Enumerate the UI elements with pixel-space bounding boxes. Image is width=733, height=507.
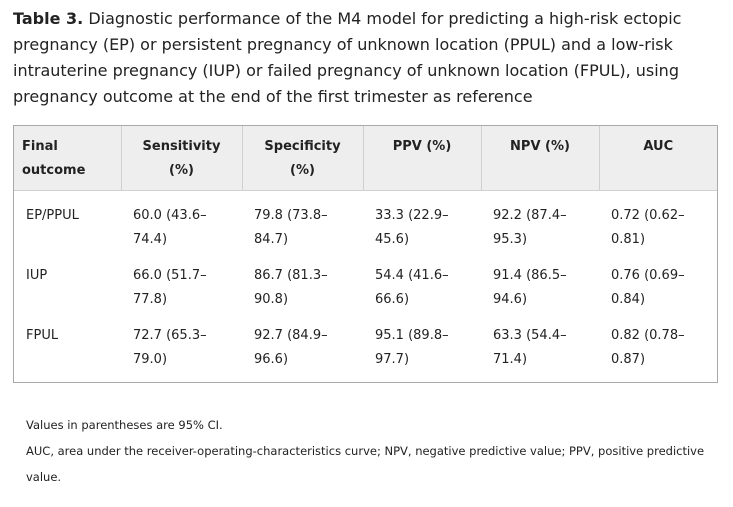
table-row: IUP 66.0 (51.7–77.8) 86.7 (81.3–90.8) 54… — [14, 252, 717, 312]
cell-npv: 91.4 (86.5–94.6) — [493, 267, 567, 307]
table-header: Final outcome Sensitivity (%) Specificit… — [14, 126, 717, 191]
table-container: Final outcome Sensitivity (%) Specificit… — [13, 125, 718, 383]
cell-auc: 0.82 (0.78–0.87) — [611, 327, 685, 367]
table-footnotes: Values in parentheses are 95% CI. AUC, a… — [26, 412, 716, 490]
table-caption: Table 3. Diagnostic performance of the M… — [13, 6, 725, 110]
cell-npv: 92.2 (87.4–95.3) — [493, 207, 567, 247]
footnote-ci: Values in parentheses are 95% CI. — [26, 418, 223, 432]
cell-ppv: 95.1 (89.8–97.7) — [375, 327, 449, 367]
header-auc: AUC — [598, 126, 717, 191]
row-outcome: EP/PPUL — [26, 207, 79, 223]
cell-specificity: 92.7 (84.9–96.6) — [254, 327, 328, 367]
cell-ppv: 33.3 (22.9–45.6) — [375, 207, 449, 247]
table-row: EP/PPUL 60.0 (43.6–74.4) 79.8 (73.8–84.7… — [14, 190, 717, 252]
header-ppv: PPV (%) — [362, 126, 481, 191]
table-header-row: Final outcome Sensitivity (%) Specificit… — [14, 126, 717, 191]
footnote-abbreviations: AUC, area under the receiver-operating-c… — [26, 444, 705, 484]
row-outcome: IUP — [26, 267, 48, 283]
header-final-outcome: Final outcome — [14, 126, 121, 191]
header-specificity: Specificity (%) — [241, 126, 363, 191]
cell-auc: 0.72 (0.62–0.81) — [611, 207, 685, 247]
table-body: EP/PPUL 60.0 (43.6–74.4) 79.8 (73.8–84.7… — [14, 190, 717, 372]
cell-specificity: 79.8 (73.8–84.7) — [254, 207, 328, 247]
header-sensitivity: Sensitivity (%) — [120, 126, 242, 191]
cell-auc: 0.76 (0.69–0.84) — [611, 267, 685, 307]
table-caption-label: Table 3. — [13, 9, 84, 28]
cell-npv: 63.3 (54.4–71.4) — [493, 327, 567, 367]
table-row: FPUL 72.7 (65.3–79.0) 92.7 (84.9–96.6) 9… — [14, 312, 717, 372]
cell-sensitivity: 72.7 (65.3–79.0) — [133, 327, 207, 367]
diagnostic-performance-table: Final outcome Sensitivity (%) Specificit… — [14, 126, 717, 372]
cell-sensitivity: 66.0 (51.7–77.8) — [133, 267, 207, 307]
header-npv: NPV (%) — [480, 126, 599, 191]
row-outcome: FPUL — [26, 327, 59, 343]
cell-sensitivity: 60.0 (43.6–74.4) — [133, 207, 207, 247]
cell-ppv: 54.4 (41.6–66.6) — [375, 267, 449, 307]
table-caption-text: Diagnostic performance of the M4 model f… — [13, 9, 682, 106]
cell-specificity: 86.7 (81.3–90.8) — [254, 267, 328, 307]
